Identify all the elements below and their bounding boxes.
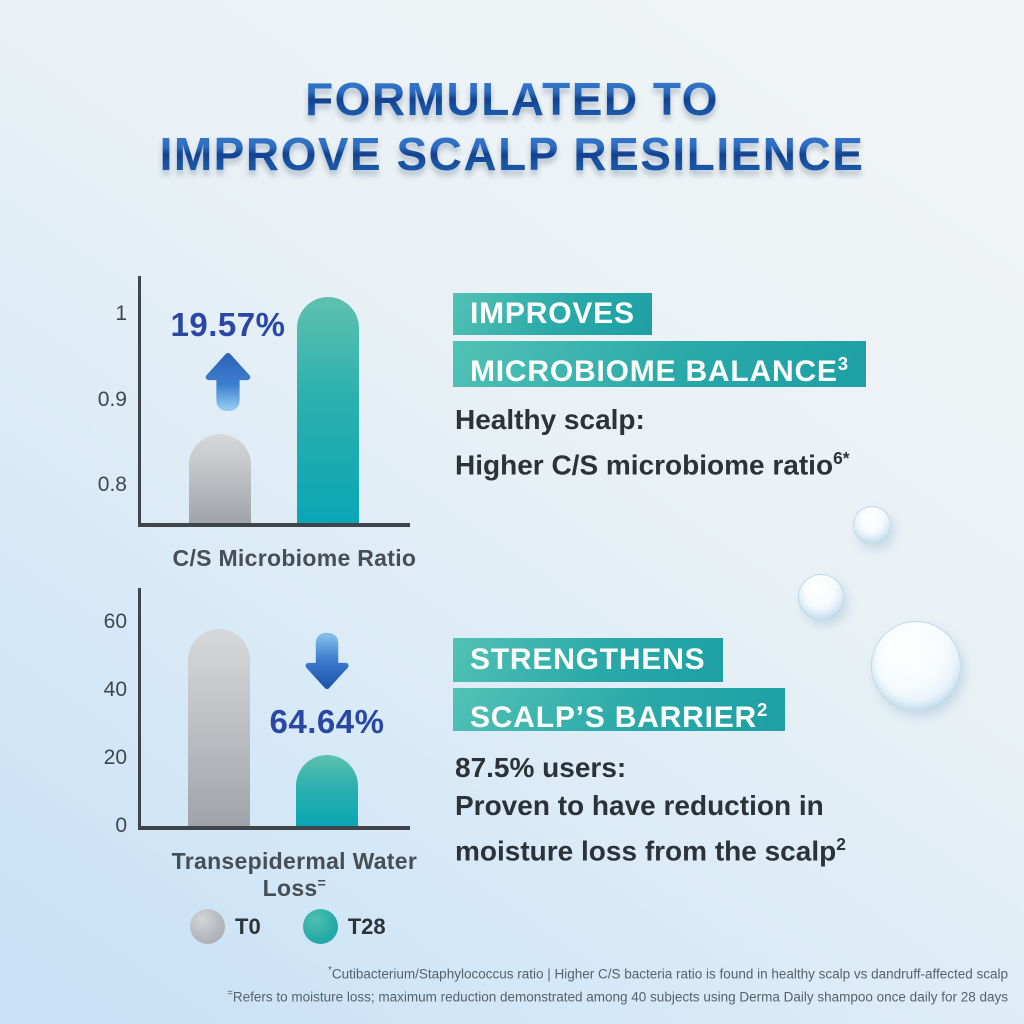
legend-label-t28: T28 — [347, 913, 386, 939]
page-title-line2: IMPROVE SCALP RESILIENCE — [0, 127, 1024, 182]
y-tick-label: 40 — [103, 678, 127, 701]
legend-label-t0: T0 — [235, 913, 261, 939]
water-loss-chart-plot: 64.64% 0 20 40 60 — [104, 588, 410, 837]
banner-strengthens: STRENGTHENS — [453, 638, 723, 682]
footnote-2-marker: = — [227, 987, 233, 999]
footnote-1: *Cutibacterium/Staphylococcus ratio | Hi… — [227, 961, 1008, 984]
legend-item-t28: T28 — [302, 909, 386, 944]
claim-users-line1: 87.5% users: — [455, 752, 627, 783]
water-loss-axis-title-sup: = — [317, 875, 327, 892]
decrease-percent-label: 64.64% — [269, 703, 385, 740]
y-tick-label: 1 — [115, 302, 127, 326]
increase-percent-label: 19.57% — [170, 306, 286, 343]
microbiome-chart-plot: 19.57% 0.8 0.9 1 — [98, 276, 410, 527]
water-loss-chart: 64.64% 0 20 40 60 Transepidermal Water Loss… — [104, 588, 417, 901]
water-loss-axis-title: Transepidermal Water Loss= — [138, 848, 451, 902]
claim-users-line3: moisture loss from the scalp2 — [455, 825, 846, 870]
bar-t0 — [188, 628, 250, 826]
bar-t0 — [189, 433, 251, 523]
water-loss-axis-title-text: Transepidermal Water Loss — [171, 848, 418, 901]
decrease-annotation: 64.64% — [269, 632, 385, 741]
footnote-1-marker: * — [328, 965, 332, 976]
page-title: FORMULATED TO IMPROVE SCALP RESILIENCE — [0, 72, 1024, 182]
banner-microbiome-balance-text: MICROBIOME BALANCE — [470, 355, 838, 388]
claim-healthy-scalp-line2-sup: 6* — [833, 448, 850, 468]
claim-users-line2: Proven to have reduction in — [455, 790, 824, 821]
increase-annotation: 19.57% — [171, 306, 285, 417]
claim-healthy-scalp: Healthy scalp: Higher C/S microbiome rat… — [455, 401, 850, 484]
bar-t28 — [296, 754, 358, 826]
banner-microbiome-balance-sup: 3 — [837, 353, 849, 374]
claim-healthy-scalp-line2-text: Higher C/S microbiome ratio — [455, 449, 834, 481]
claim-healthy-scalp-line1: Healthy scalp: — [455, 404, 645, 435]
page-title-line1: FORMULATED TO — [0, 72, 1024, 127]
water-droplet-small — [853, 506, 891, 544]
y-tick-label: 20 — [103, 746, 127, 769]
banner-scalps-barrier-text: SCALP’S BARRIER — [470, 701, 758, 734]
water-droplet-large — [871, 621, 961, 711]
claim-healthy-scalp-line2: Higher C/S microbiome ratio6* — [455, 439, 850, 484]
water-droplet-medium — [798, 574, 844, 620]
banner-strengthens-text: STRENGTHENS — [470, 643, 706, 676]
microbiome-axis-title-text: C/S Microbiome Ratio — [172, 545, 417, 571]
microbiome-axis-title: C/S Microbiome Ratio — [138, 545, 451, 572]
arrow-down-icon — [302, 632, 352, 695]
banner-scalps-barrier-sup: 2 — [757, 699, 769, 720]
y-tick-label: 60 — [103, 610, 127, 633]
banner-scalps-barrier: SCALP’S BARRIER2 — [453, 688, 786, 734]
y-tick-label: 0.8 — [97, 472, 127, 496]
t28-swatch-icon — [302, 909, 338, 944]
y-tick-label: 0.9 — [97, 387, 127, 411]
chart-legend: T0 T28 — [190, 909, 386, 944]
footnote-2: =Refers to moisture loss; maximum reduct… — [227, 984, 1008, 1007]
footnote-1-text: Cutibacterium/Staphylococcus ratio | Hig… — [331, 966, 1008, 982]
claim-users: 87.5% users: Proven to have reduction in… — [455, 749, 846, 870]
legend-item-t0: T0 — [190, 909, 261, 944]
microbiome-ratio-chart: 19.57% 0.8 0.9 1 C/S — [98, 276, 416, 571]
banner-improves: IMPROVES — [453, 293, 652, 335]
footnotes: *Cutibacterium/Staphylococcus ratio | Hi… — [227, 961, 1008, 1006]
bar-t28 — [297, 297, 359, 523]
t0-swatch-icon — [190, 909, 225, 944]
claim-users-line3-text: moisture loss from the scalp — [455, 835, 837, 867]
footnote-2-text: Refers to moisture loss; maximum reducti… — [232, 989, 1008, 1004]
banner-improves-text: IMPROVES — [470, 297, 635, 330]
banner-microbiome-balance: MICROBIOME BALANCE3 — [453, 341, 866, 388]
arrow-up-icon — [203, 352, 253, 417]
claim-users-line3-sup: 2 — [836, 834, 846, 854]
y-tick-label: 0 — [115, 814, 127, 837]
